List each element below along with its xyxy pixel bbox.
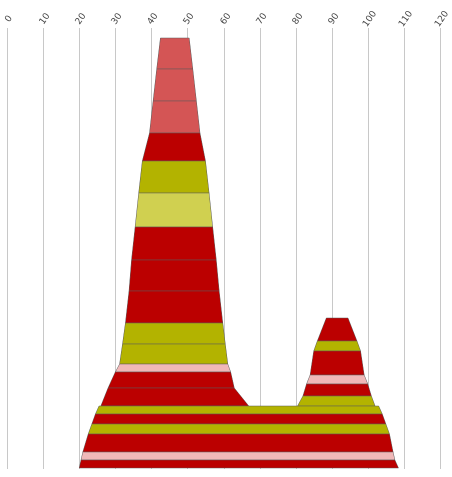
- x-tick-label-40: 40: [146, 11, 161, 26]
- band-21: [95, 405, 383, 415]
- band-7: [128, 259, 220, 292]
- band-17: [309, 350, 365, 376]
- band-8: [125, 290, 224, 324]
- x-tick-label-20: 20: [74, 11, 89, 26]
- band-6: [131, 226, 217, 261]
- x-tick-label-80: 80: [291, 11, 306, 26]
- band-26: [78, 459, 399, 469]
- band-16: [313, 340, 361, 352]
- band-18: [306, 374, 369, 385]
- band-22: [91, 413, 387, 425]
- band-20: [297, 395, 376, 407]
- x-tick-label-50: 50: [182, 11, 197, 26]
- bands: [78, 37, 399, 469]
- x-tick-label-10: 10: [38, 11, 53, 26]
- x-tick-label-120: 120: [433, 9, 451, 29]
- x-tick-label-30: 30: [110, 11, 125, 26]
- x-tick-label-90: 90: [327, 11, 342, 26]
- x-tick-label-100: 100: [361, 9, 379, 29]
- band-4: [138, 160, 210, 194]
- band-23: [87, 423, 390, 435]
- band-15: [316, 317, 358, 342]
- band-13: [100, 387, 250, 407]
- band-1: [152, 68, 197, 102]
- band-12: [107, 371, 235, 389]
- x-tick-label-0: 0: [3, 14, 15, 25]
- band-2: [149, 100, 201, 134]
- x-tick-label-70: 70: [255, 11, 270, 26]
- band-10: [119, 343, 229, 365]
- band-9: [122, 322, 226, 345]
- x-tick-label-110: 110: [397, 9, 415, 29]
- band-11: [114, 363, 232, 373]
- band-19: [302, 383, 372, 397]
- band-25: [80, 451, 396, 461]
- band-24: [82, 433, 394, 453]
- band-3: [141, 132, 206, 162]
- x-tick-label-60: 60: [219, 11, 234, 26]
- band-0: [156, 37, 194, 70]
- x-tick-labels: 0 10 20 30 40 50 60 70 80 90 100 110 120: [3, 9, 451, 29]
- band-5: [134, 192, 213, 228]
